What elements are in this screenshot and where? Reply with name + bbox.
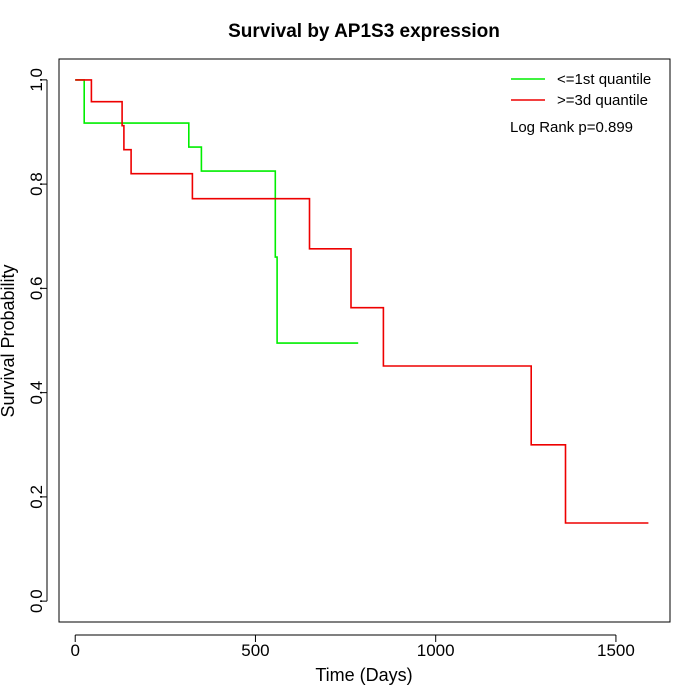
x-tick-label: 500: [241, 641, 269, 660]
legend: <=1st quantile >=3d quantile: [511, 71, 651, 109]
chart-title: Survival by AP1S3 expression: [228, 21, 500, 42]
series-layer: [75, 79, 649, 524]
y-tick-label: 0.8: [27, 172, 46, 196]
legend-label-1: >=3d quantile: [557, 92, 648, 109]
y-tick-label: 0.6: [27, 277, 46, 301]
x-tick-label: 1000: [417, 641, 455, 660]
y-tick-label: 1.0: [27, 68, 46, 92]
plot-frame: [58, 58, 671, 623]
legend-label-0: <=1st quantile: [557, 71, 651, 88]
x-tick-label: 1500: [597, 641, 635, 660]
y-axis-label: Survival Probability: [0, 264, 18, 417]
series-line-0: [75, 79, 359, 344]
x-axis-label: Time (Days): [315, 665, 412, 685]
x-tick-label: 0: [70, 641, 79, 660]
log-rank-annotation: Log Rank p=0.899: [510, 119, 633, 136]
y-tick-label: 0.4: [27, 381, 46, 405]
y-tick-label: 0.2: [27, 485, 46, 509]
y-tick-label: 0.0: [27, 589, 46, 613]
x-axis: 0 500 1000 1500: [70, 634, 635, 660]
series-line-1: [75, 79, 649, 524]
y-axis: 0.0 0.2 0.4 0.6 0.8 1.0: [27, 68, 48, 613]
